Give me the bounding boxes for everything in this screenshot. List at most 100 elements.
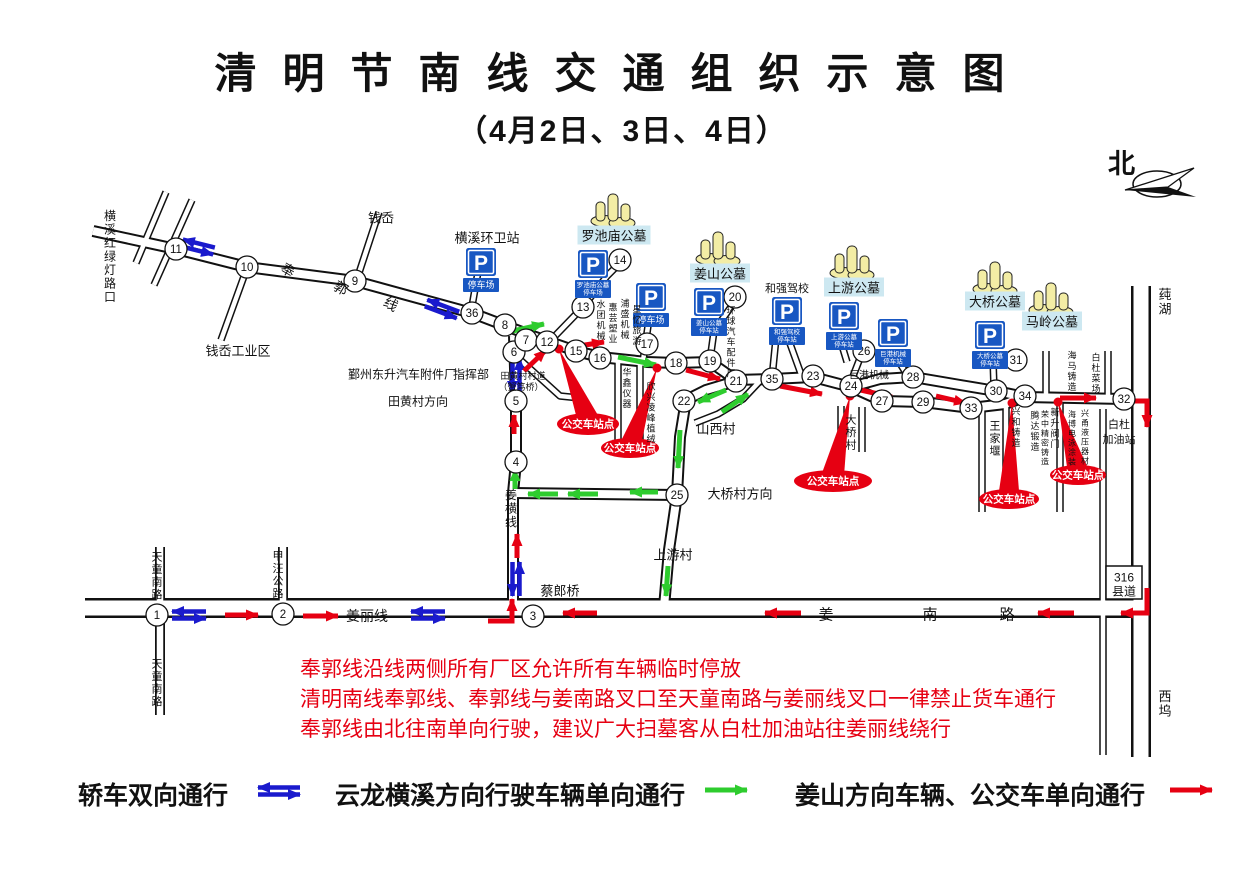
parking-icon: P: [837, 306, 851, 329]
road-hengxi-cross-b: [133, 191, 169, 264]
road-node-34: 34: [1013, 384, 1037, 408]
svg-text:大桥公墓: 大桥公墓: [969, 295, 1021, 310]
cemetery-icon: [590, 193, 636, 229]
parking-plate-label: 停车场: [583, 288, 603, 297]
svg-text:天童南路: 天童南路: [152, 551, 163, 601]
map-label: 莼湖: [1158, 287, 1171, 317]
road-node-11: 11: [164, 237, 188, 261]
notice-line-3: 奉郭线由北往南单向行驶，建议广大扫墓客从白杜加油站往姜丽线绕行: [300, 718, 951, 741]
svg-text:30: 30: [990, 386, 1003, 398]
svg-text:横溪红绿灯路口: 横溪红绿灯路口: [104, 209, 116, 304]
road-node-4: 4: [504, 450, 528, 474]
svg-text:上游公墓: 上游公墓: [828, 281, 880, 296]
road-node-5: 5: [504, 389, 528, 413]
road-node-36: 36: [460, 301, 484, 325]
map-label: 上游公墓: [824, 277, 884, 297]
svg-text:蔡郎桥: 蔡郎桥: [540, 584, 579, 599]
two-way-36: [423, 297, 461, 321]
svg-text:8: 8: [502, 320, 508, 332]
road-node-19: 19: [698, 349, 722, 373]
map-label: 县道: [1112, 584, 1136, 598]
svg-text:路: 路: [999, 606, 1014, 623]
svg-text:兴甬液压器材: 兴甬液压器材: [1081, 409, 1089, 466]
map-label: 上游村: [653, 548, 692, 563]
traffic-arrows: [171, 237, 1213, 800]
bus-stop-label: 公交车站点: [604, 442, 657, 455]
parking-plate-label: 停车站: [834, 340, 854, 349]
svg-text:25: 25: [671, 490, 684, 502]
map-label: 浦盛机械: [620, 298, 629, 341]
red-flow-arrow: [1120, 588, 1150, 619]
map-label: 海博电泳涂装: [1068, 409, 1076, 467]
svg-text:环球汽车配件厂: 环球汽车配件厂: [726, 306, 735, 379]
svg-text:奉: 奉: [278, 260, 298, 281]
svg-text:横溪环卫站: 横溪环卫站: [454, 231, 519, 246]
legend-item-two-way: 轿车双向通行: [78, 782, 229, 810]
road-node-10: 10: [235, 255, 259, 279]
svg-text:加油站: 加油站: [1103, 432, 1136, 446]
road-node-22: 22: [672, 389, 696, 413]
svg-text:23: 23: [807, 371, 820, 383]
svg-text:山西村: 山西村: [696, 422, 735, 437]
road-node-20: 20: [723, 285, 747, 309]
svg-text:海马铸造: 海马铸造: [1067, 350, 1076, 393]
road-node-23: 23: [801, 364, 825, 388]
parking-plate-label: 上游公墓: [831, 332, 858, 341]
map-label: 姜: [818, 606, 833, 623]
svg-text:17: 17: [641, 339, 654, 351]
cemetery-icon: [829, 245, 875, 281]
north-compass-icon: [1124, 167, 1196, 198]
notice-line-1: 奉郭线沿线两侧所有厂区允许所有车辆临时停放: [300, 658, 741, 681]
svg-text:（蟹笃桥）: （蟹笃桥）: [498, 381, 543, 392]
parking-icon: P: [702, 292, 716, 315]
svg-text:18: 18: [670, 358, 683, 370]
bus-stop-label: 公交车站点: [807, 475, 860, 488]
road-node-9: 9: [343, 269, 367, 293]
road-node-27: 27: [870, 389, 894, 413]
road-node-18: 18: [664, 351, 688, 375]
road-node-17: 17: [635, 332, 659, 356]
map-label: 姜山公墓: [690, 263, 750, 283]
svg-text:线: 线: [381, 294, 401, 315]
road-node-16: 16: [588, 346, 612, 370]
road-node-25: 25: [665, 483, 689, 507]
map-label: 荣中精密铸造: [1041, 409, 1049, 467]
road-fengguo-line: [92, 227, 1141, 412]
map-label: 欣兴凌峰植绒: [646, 381, 655, 445]
svg-text:天童南路: 天童南路: [152, 658, 163, 708]
parking-icon: P: [586, 254, 600, 277]
road-node-29: 29: [911, 390, 935, 414]
map-label: （蟹笃桥）: [498, 381, 543, 392]
svg-text:西坞: 西坞: [1158, 689, 1171, 719]
parking-icon: P: [474, 252, 488, 275]
map-label: 惠芸塑业: [608, 302, 617, 345]
map-label: 兴甬液压器材: [1081, 409, 1089, 466]
bus-stop-label: 公交车站点: [983, 493, 1036, 506]
svg-text:24: 24: [845, 381, 858, 393]
svg-text:姜横线: 姜横线: [505, 488, 517, 529]
page-subtitle: （4月2日、3日、4日）: [457, 115, 788, 148]
map-label: 白杜: [1108, 417, 1130, 431]
svg-text:甲汪公路: 甲汪公路: [273, 550, 284, 600]
map-label: 路: [999, 606, 1014, 623]
svg-text:星忆旅游: 星忆旅游: [632, 305, 641, 347]
bus-stop-callout: 公交车站点: [554, 344, 619, 435]
svg-text:11: 11: [170, 244, 182, 256]
red-flow-arrow: [1130, 398, 1153, 428]
svg-text:姜丽线: 姜丽线: [346, 608, 388, 624]
svg-text:指挥部: 指挥部: [453, 366, 489, 381]
red-flow-arrow: [522, 348, 548, 373]
map-label: 钱岙: [368, 211, 394, 226]
svg-text:兴和铸造: 兴和铸造: [1011, 407, 1020, 449]
map-label: 姜丽线: [346, 608, 388, 624]
parking-plate-label: 罗池庙公墓: [577, 280, 610, 289]
map-label: 王家堰: [990, 420, 1001, 457]
svg-text:19: 19: [704, 356, 717, 368]
cemetery-icon: [972, 261, 1018, 297]
map-label: 钱岙工业区: [205, 344, 270, 359]
svg-text:巨港机械: 巨港机械: [849, 369, 889, 382]
bus-stop-callout: 公交车站点: [979, 398, 1039, 509]
svg-text:王家堰: 王家堰: [990, 420, 1001, 457]
map-label: 田黄村村道: [500, 370, 545, 381]
